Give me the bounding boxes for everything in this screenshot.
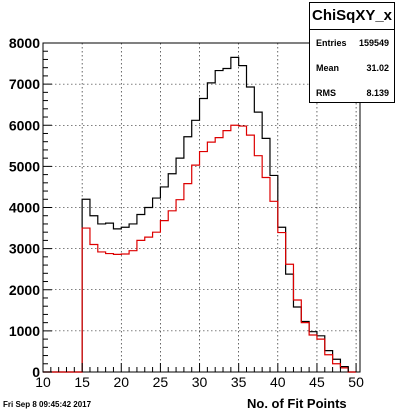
x-tick-label: 50: [348, 374, 364, 390]
x-tick-label: 35: [231, 374, 247, 390]
x-tick-label: 10: [35, 374, 51, 390]
stats-entries-label: Entries: [316, 38, 347, 48]
y-tick-label: 4000: [9, 200, 40, 216]
stats-entries-value: 159549: [358, 38, 389, 48]
stats-mean-value: 31.02: [366, 63, 389, 73]
y-tick-label: 6000: [9, 117, 40, 133]
stats-rms-label: RMS: [316, 88, 336, 98]
histogram-series: [43, 56, 357, 373]
y-tick-label: 2000: [9, 282, 40, 298]
stats-title: ChiSqXY_x: [310, 3, 394, 30]
x-tick-label: 40: [270, 374, 286, 390]
histogram-series-1: [43, 56, 357, 373]
y-tick-label: 5000: [9, 158, 40, 174]
stats-rms-value: 8.139: [366, 88, 389, 98]
stats-entries-row: Entries 159549: [316, 36, 389, 50]
x-axis-title: No. of Fit Points: [247, 396, 347, 411]
stats-rms-row: RMS 8.139: [316, 86, 389, 100]
y-tick-label: 8000: [9, 35, 40, 51]
histogram-series-2: [43, 124, 357, 373]
x-tick-label: 20: [113, 374, 129, 390]
y-tick-label: 1000: [9, 323, 40, 339]
stats-box: ChiSqXY_x Entries 159549 Mean 31.02 RMS …: [309, 2, 395, 103]
x-tick-label: 15: [74, 374, 90, 390]
stats-mean-label: Mean: [316, 63, 340, 73]
stats-mean-row: Mean 31.02: [316, 61, 389, 75]
y-tick-label: 7000: [9, 76, 40, 92]
axes: 10 15 20 25 30 35 40 45 50 0 1000 2000 3000 4000 5000 6…: [9, 35, 364, 390]
x-tick-label: 25: [153, 374, 169, 390]
y-tick-label: 0: [32, 364, 40, 380]
x-tick-label: 30: [192, 374, 208, 390]
x-tick-label: 45: [309, 374, 325, 390]
y-tick-label: 3000: [9, 241, 40, 257]
timestamp: Fri Sep 8 09:45:42 2017: [3, 400, 92, 409]
